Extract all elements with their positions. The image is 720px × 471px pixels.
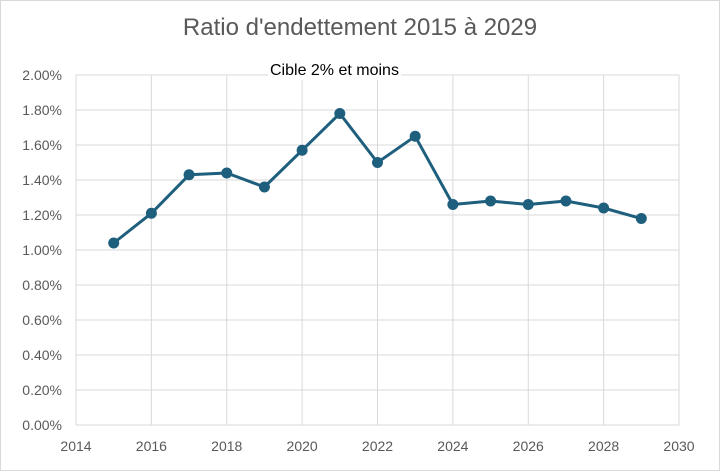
x-tick-label: 2024 — [437, 438, 468, 454]
data-point — [221, 167, 233, 179]
y-tick-label: 0.00% — [22, 417, 62, 433]
data-points — [108, 108, 647, 249]
x-tick-label: 2014 — [60, 438, 91, 454]
x-tick-label: 2026 — [513, 438, 544, 454]
data-point — [522, 199, 534, 210]
grid-lines — [75, 74, 680, 426]
x-tick-label: 2016 — [136, 438, 167, 454]
data-point — [372, 157, 383, 168]
y-tick-label: 0.40% — [22, 347, 62, 363]
x-tick-label: 2028 — [588, 438, 619, 454]
data-point — [485, 195, 497, 207]
y-tick-label: 2.00% — [22, 67, 62, 83]
data-point — [334, 108, 346, 119]
data-point — [560, 195, 572, 207]
y-tick-label: 0.80% — [22, 277, 62, 293]
target-annotation: Cible 2% et moins — [268, 62, 401, 80]
y-tick-label: 1.20% — [22, 207, 62, 223]
data-point — [183, 169, 195, 181]
y-tick-label: 1.00% — [22, 242, 62, 258]
data-point — [108, 237, 120, 249]
x-tick-label: 2022 — [362, 438, 393, 454]
x-tick-label: 2020 — [287, 438, 318, 454]
y-tick-label: 1.40% — [22, 172, 62, 188]
data-point — [258, 181, 270, 193]
data-point — [598, 202, 610, 214]
data-point — [296, 144, 308, 156]
data-point — [145, 207, 157, 219]
x-tick-label: 2030 — [663, 438, 694, 454]
data-point — [635, 213, 647, 224]
y-tick-label: 1.60% — [22, 137, 62, 153]
data-point — [447, 199, 459, 210]
y-tick-label: 1.80% — [22, 102, 62, 118]
y-tick-label: 0.20% — [22, 382, 62, 398]
x-tick-label: 2018 — [211, 438, 242, 454]
y-tick-label: 0.60% — [22, 312, 62, 328]
chart-title: Ratio d'endettement 2015 à 2029 — [182, 14, 538, 41]
y-axis-ticks: 0.00% 0.20% 0.40% 0.60% 0.80% 1.00% 1.20% 1.40%… — [22, 67, 62, 433]
data-point — [409, 130, 421, 142]
x-axis-ticks: 2014 2016 2018 2020 2022 2024 2026 2028 2030 — [60, 438, 694, 454]
